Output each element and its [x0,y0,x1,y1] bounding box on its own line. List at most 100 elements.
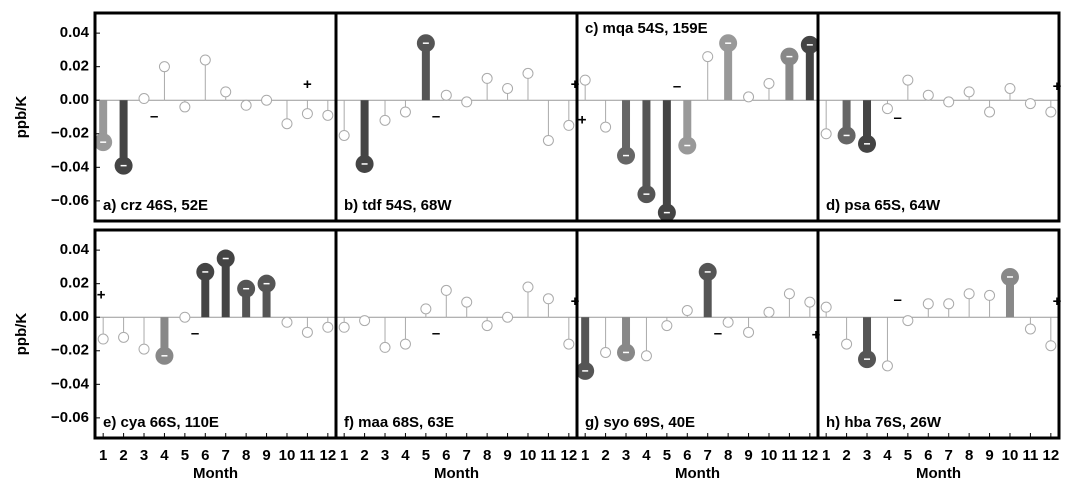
stem-marker [322,109,334,121]
stem [858,317,877,369]
stem-marker [118,331,130,343]
stem [542,293,554,318]
x-tick-label: 4 [642,447,651,464]
stem [804,296,816,318]
annotation: – [893,291,901,308]
stem [576,317,595,380]
stem-marker [600,346,612,358]
annotation: – [150,108,158,125]
stem [522,67,534,101]
stem [522,281,534,318]
stem [481,317,493,332]
stem [763,306,775,318]
stem-marker [220,86,232,98]
y-tick-label: −0.06 [51,409,89,426]
x-tick-label: 6 [442,447,450,464]
stem [338,100,350,141]
stem [399,100,411,118]
stem-marker [379,114,391,126]
x-axis-label: Month [675,465,720,482]
stem [379,100,391,126]
stem-marker [179,101,191,113]
stem [440,284,452,318]
x-tick-label: 7 [463,447,471,464]
panel-title: c) mqa 54S, 159E [585,20,708,37]
y-tick-label: −0.06 [51,192,89,209]
stem [416,34,435,101]
stem-marker [963,288,975,300]
y-tick-label: 0.02 [60,58,89,75]
x-tick-label: 1 [822,447,830,464]
y-tick-label: 0.00 [60,308,89,325]
stem [138,317,150,355]
annotation: + [571,76,580,93]
stem [155,317,174,365]
panel-frame [575,228,820,440]
y-tick-label: −0.04 [51,158,90,175]
stem-marker [563,119,575,131]
stem-marker [922,89,934,101]
x-tick-label: 10 [520,447,537,464]
stem [881,100,893,115]
stem-marker [702,51,714,63]
stem [922,298,934,318]
stem-marker [440,284,452,296]
stem-marker [1004,82,1016,94]
stem [461,296,473,318]
x-tick-label: 8 [724,447,732,464]
stem-marker [359,315,371,327]
x-tick-label: 1 [581,447,589,464]
stem [837,100,856,145]
x-tick-label: 11 [540,447,556,464]
panel-title: d) psa 65S, 64W [826,197,941,214]
stem-marker [522,67,534,79]
stem [138,93,150,105]
stem-marker [461,296,473,308]
stem-marker [902,74,914,86]
y-tick-label: 0.04 [60,24,90,41]
stem [94,100,113,152]
stem [461,96,473,108]
stem [281,100,293,130]
stem [563,100,575,131]
stem-marker [820,301,832,313]
x-tick-label: 2 [360,447,368,464]
stem [1045,100,1057,118]
stem-marker [763,306,775,318]
stem [678,100,697,155]
x-tick-label: 12 [560,447,577,464]
x-tick-label: 7 [222,447,230,464]
stem-marker [943,96,955,108]
stem [681,305,693,318]
x-tick-label: 2 [119,447,127,464]
stem [179,311,191,323]
stem-marker [461,96,473,108]
stem-marker [199,54,211,66]
stem [579,74,591,101]
stem [943,298,955,318]
stem [237,279,256,318]
stem [702,51,714,101]
stem-marker [681,305,693,317]
stem [481,72,493,101]
stem [322,317,334,333]
stem-marker [281,118,293,130]
panel-frame [816,228,1061,440]
x-tick-label: 10 [1002,447,1019,464]
stem [399,317,411,350]
stem [963,86,975,101]
stem [563,317,575,350]
stem [301,100,313,120]
x-tick-label: 5 [663,447,671,464]
stem-marker [440,89,452,101]
x-tick-label: 7 [945,447,953,464]
stem-marker [984,289,996,301]
annotation: – [673,78,681,95]
stem-marker [600,121,612,133]
stem-marker [240,99,252,111]
stem [600,100,612,133]
stem [780,47,799,101]
stem [359,315,371,327]
stem-marker [399,106,411,118]
stem-marker [563,338,575,350]
